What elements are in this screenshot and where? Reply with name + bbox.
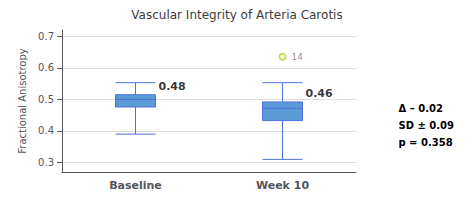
svg-text:Baseline: Baseline [109, 179, 162, 192]
svg-text:0.3: 0.3 [38, 157, 54, 168]
svg-text:0.5: 0.5 [38, 94, 54, 105]
svg-text:0.6: 0.6 [38, 62, 54, 73]
svg-text:Δ – 0.02: Δ – 0.02 [398, 103, 442, 114]
svg-text:Fractional Anisotropy: Fractional Anisotropy [17, 48, 28, 154]
svg-text:Week 10: Week 10 [256, 179, 309, 192]
svg-text:0.48: 0.48 [159, 80, 186, 93]
svg-text:SD ± 0.09: SD ± 0.09 [398, 120, 454, 131]
svg-text:Vascular Integrity of Arteria: Vascular Integrity of Arteria Carotis [131, 8, 342, 22]
svg-text:0.46: 0.46 [306, 87, 333, 100]
svg-text:0.4: 0.4 [38, 125, 54, 136]
svg-text:0.7: 0.7 [38, 31, 54, 42]
svg-text:p = 0.358: p = 0.358 [398, 137, 452, 148]
svg-text:14: 14 [292, 52, 304, 62]
